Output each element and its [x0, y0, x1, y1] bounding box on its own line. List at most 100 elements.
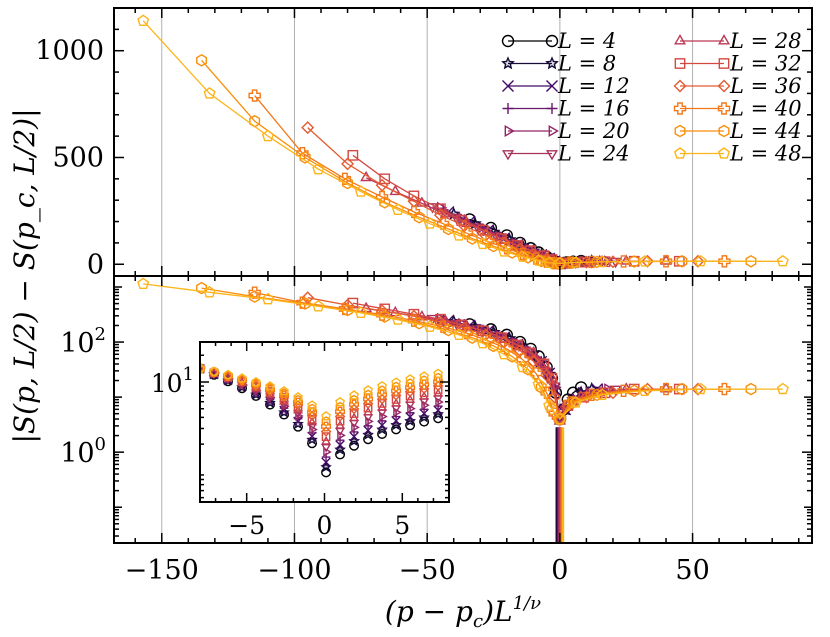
- inset-data-point: [293, 392, 303, 402]
- bottom-data-point: [718, 382, 731, 396]
- bottom-data-point: [628, 384, 640, 398]
- legend-marker: [718, 58, 730, 69]
- top-data-point: [203, 87, 216, 99]
- legend-marker: [673, 147, 687, 159]
- top-data-point: [312, 162, 325, 175]
- inset-data-point: [335, 449, 346, 460]
- inset-data-point: [433, 368, 444, 378]
- top-data-point: [617, 255, 630, 268]
- legend-marker: [502, 80, 514, 92]
- legend-marker: [501, 34, 515, 48]
- bottom-data-point: [540, 368, 554, 382]
- bottom-data-point: [676, 382, 688, 396]
- legend-marker: [673, 79, 687, 93]
- inset-data-point: [433, 413, 444, 424]
- inset-data-point: [377, 428, 388, 439]
- inset-data-point: [200, 363, 205, 373]
- top-data-point: [591, 255, 603, 269]
- inset-axes: −5 0 5 101: [151, 341, 450, 540]
- inset-data-point: [363, 425, 373, 436]
- bottom-data-point: [659, 382, 673, 396]
- inset-data-point: [362, 398, 374, 409]
- bottom-data-point: [299, 297, 311, 310]
- y-axis-label: |S(p, L/2) − S(p_c, L/2)|: [8, 108, 41, 443]
- top-data-point: [442, 222, 454, 236]
- top-panel: 0 500 1000: [35, 7, 813, 280]
- inset-data-point: [349, 431, 359, 442]
- bottom-xtick-label: 0: [551, 555, 568, 586]
- inset-panel: −5 0 5 101: [151, 341, 450, 540]
- bottom-data-point: [660, 382, 673, 393]
- top-data-point: [476, 237, 489, 250]
- top-data-point: [379, 173, 391, 185]
- top-series: [137, 14, 789, 271]
- inset-data-point: [363, 403, 373, 413]
- top-data-point: [375, 178, 389, 192]
- top-data-point: [569, 256, 582, 268]
- inset-data-point: [349, 390, 360, 400]
- bottom-series-line: [143, 283, 783, 420]
- top-data-point: [532, 254, 545, 266]
- inset-data-point: [321, 411, 331, 421]
- bottom-data-point: [543, 399, 556, 411]
- legend-marker: [674, 124, 686, 138]
- legend-marker: [674, 58, 686, 69]
- inset-data-point: [307, 414, 317, 424]
- inset-xtick-label: 5: [394, 511, 410, 540]
- top-data-point: [301, 121, 315, 135]
- bottom-data-point: [553, 412, 566, 423]
- inset-data-point: [377, 399, 387, 408]
- bottom-data-point: [694, 382, 707, 395]
- inset-data-point: [321, 444, 332, 453]
- legend-entry-label: L = 20: [557, 119, 630, 143]
- legend-marker: [501, 150, 515, 161]
- legend-entry-label: L = 28: [729, 29, 802, 53]
- inset-series: [200, 362, 444, 478]
- top-data-point: [261, 129, 275, 142]
- inset-data-point: [349, 394, 359, 406]
- top-data-point: [628, 255, 640, 268]
- bottom-data-point: [375, 308, 389, 321]
- top-data-point: [196, 53, 208, 67]
- bottom-ytick-label: 100: [60, 434, 106, 469]
- bottom-data-point: [617, 384, 630, 398]
- top-data-point: [436, 217, 450, 230]
- bottom-data-point: [203, 285, 216, 298]
- bottom-data-point: [342, 303, 353, 317]
- bottom-data-point: [312, 300, 325, 312]
- bottom-data-point: [379, 310, 391, 323]
- bottom-data-point: [498, 347, 511, 360]
- top-data-point: [413, 210, 425, 224]
- inset-data-point: [405, 374, 416, 384]
- legend-entry-label: L = 36: [729, 74, 802, 98]
- top-data-point: [606, 255, 620, 269]
- inset-data-point: [405, 420, 416, 431]
- legend-marker: [717, 102, 731, 115]
- inset-data-point: [200, 363, 205, 374]
- inset-data-point: [279, 386, 289, 396]
- top-data-point: [522, 251, 534, 264]
- bottom-data-point: [408, 308, 420, 320]
- top-series-line: [142, 20, 783, 265]
- legend-entry-label: L = 4: [557, 29, 616, 53]
- inset-data-point: [349, 440, 360, 451]
- bottom-data-point: [354, 306, 367, 318]
- top-data-point: [299, 151, 311, 164]
- top-data-point: [379, 195, 391, 209]
- bottom-data-point: [745, 382, 757, 396]
- top-data-point: [676, 254, 688, 268]
- bottom-data-point: [391, 313, 405, 325]
- bottom-data-point: [776, 382, 789, 395]
- inset-data-point: [279, 395, 289, 405]
- inset-data-point: [377, 380, 388, 391]
- inset-data-point: [292, 417, 304, 430]
- inset-data-point: [321, 457, 331, 467]
- legend-marker: [546, 103, 558, 114]
- bottom-data-point: [423, 320, 436, 332]
- inset-data-point: [251, 376, 261, 387]
- inset-data-point: [390, 390, 402, 401]
- top-data-point: [341, 157, 355, 171]
